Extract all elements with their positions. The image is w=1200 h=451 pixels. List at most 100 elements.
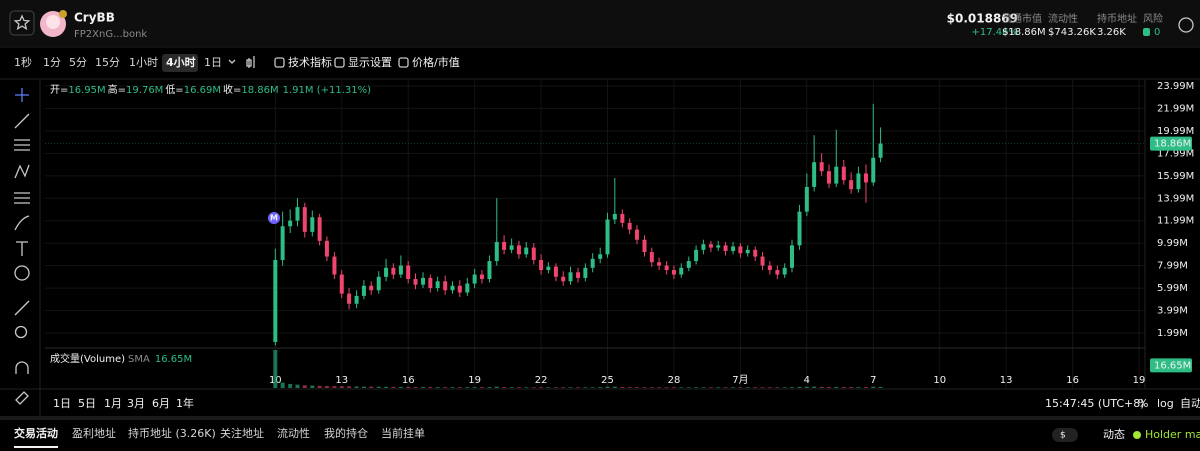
chart-type[interactable] bbox=[246, 56, 255, 68]
x-tick-label: 13 bbox=[335, 375, 348, 386]
candle-body bbox=[642, 239, 647, 253]
x-tick-label: 7月 bbox=[732, 374, 748, 386]
axis-option[interactable]: % bbox=[1138, 397, 1148, 410]
candle-body bbox=[398, 265, 403, 275]
candle-body bbox=[797, 211, 802, 246]
range-button[interactable]: 1年 bbox=[176, 396, 194, 410]
axis-option[interactable]: log bbox=[1157, 397, 1174, 410]
axis-option[interactable]: 自动 bbox=[1180, 397, 1200, 410]
interval-button[interactable]: 4小时 bbox=[166, 55, 196, 69]
settings-button[interactable] bbox=[1178, 17, 1194, 33]
toolbar-tool[interactable]: 显示设置 bbox=[348, 56, 392, 69]
toolbar-tool[interactable]: 技术指标 bbox=[288, 55, 332, 69]
interval-menu[interactable] bbox=[228, 59, 236, 64]
candle-body bbox=[856, 173, 861, 190]
x-tick-label: 4 bbox=[804, 375, 810, 386]
zoom-tool[interactable] bbox=[14, 325, 28, 339]
tab[interactable]: 流动性 bbox=[277, 426, 310, 440]
emoji-tool[interactable] bbox=[14, 265, 30, 281]
candle-body bbox=[826, 171, 831, 184]
avatar-face bbox=[46, 15, 60, 29]
tab[interactable]: 持币地址 (3.26K) bbox=[128, 426, 216, 440]
toolbar-tool[interactable]: 价格/市值 bbox=[412, 55, 460, 69]
volume-bar bbox=[671, 387, 676, 388]
y-tick-label: 5.99M bbox=[1157, 283, 1188, 294]
tab[interactable]: 当前挂单 bbox=[381, 426, 425, 440]
volume-bar bbox=[361, 386, 366, 388]
fib-tool[interactable] bbox=[14, 192, 30, 204]
range-button[interactable]: 3月 bbox=[127, 397, 145, 410]
volume-bar bbox=[723, 387, 728, 388]
candle-body bbox=[671, 270, 676, 275]
ohlc-label: 高= bbox=[108, 83, 126, 96]
x-tick-label: 13 bbox=[1000, 375, 1013, 386]
volume-bar bbox=[797, 386, 802, 388]
candle-body bbox=[479, 274, 484, 280]
sma-tag bbox=[1150, 358, 1192, 373]
interval-button[interactable]: 1分 bbox=[43, 56, 61, 69]
range-button[interactable]: 1日 bbox=[53, 397, 71, 410]
stat-value: 3.26K bbox=[1097, 27, 1126, 38]
ohlc-change: 1.91M (+11.31%) bbox=[283, 85, 371, 96]
interval-button[interactable]: 5分 bbox=[69, 56, 87, 69]
candle-body bbox=[634, 229, 639, 240]
token-address[interactable]: FP2XnG...bonk bbox=[74, 29, 147, 40]
line-tool[interactable] bbox=[14, 113, 30, 129]
volume-bar bbox=[406, 386, 411, 388]
y-tick-label: 19.99M bbox=[1157, 126, 1194, 137]
axis-options: % log 自动 bbox=[1138, 397, 1200, 410]
text-tool[interactable] bbox=[16, 241, 28, 256]
volume-bar bbox=[804, 386, 809, 388]
candle-body bbox=[273, 259, 278, 342]
holder-maps-link[interactable]: Holder maps bbox=[1145, 428, 1200, 441]
price-change: +17.46% bbox=[971, 27, 1018, 38]
candle-body bbox=[871, 157, 876, 183]
tab[interactable]: 盈利地址 bbox=[72, 426, 116, 440]
volume-bar bbox=[347, 386, 352, 388]
range-button[interactable]: 1月 bbox=[104, 397, 122, 410]
candle-body bbox=[649, 252, 654, 263]
candle-body bbox=[516, 245, 521, 255]
x-tick-label: 19 bbox=[468, 375, 481, 386]
volume-bar bbox=[317, 385, 322, 388]
candle-body bbox=[834, 166, 839, 184]
interval-button[interactable]: 1日 bbox=[204, 56, 222, 69]
tab[interactable]: 交易活动 bbox=[14, 426, 58, 440]
range-button[interactable]: 5日 bbox=[78, 397, 96, 410]
sma-name: SMA bbox=[128, 354, 150, 365]
candle-body bbox=[782, 267, 787, 275]
panel-divider[interactable] bbox=[0, 416, 1200, 420]
interval-button[interactable]: 15分 bbox=[95, 56, 120, 69]
range-button[interactable]: 6月 bbox=[152, 397, 170, 410]
tab[interactable]: 关注地址 bbox=[220, 426, 264, 440]
candle-body bbox=[354, 295, 359, 304]
magnet-tool[interactable] bbox=[15, 361, 29, 374]
tab[interactable]: 我的持仓 bbox=[324, 426, 368, 440]
ruler-tool[interactable] bbox=[14, 300, 30, 316]
volume-bar bbox=[634, 387, 639, 388]
y-tick-label: 3.99M bbox=[1157, 306, 1188, 317]
candle-body bbox=[450, 285, 455, 291]
channel-tool[interactable] bbox=[14, 139, 30, 151]
clock: 15:47:45 (UTC+8) bbox=[1045, 397, 1145, 410]
lock-tool[interactable] bbox=[15, 391, 29, 405]
crosshair-tool[interactable] bbox=[15, 88, 29, 102]
brush-tool[interactable] bbox=[14, 215, 30, 231]
pattern-tool[interactable] bbox=[14, 164, 30, 179]
interval-button[interactable]: 1小时 bbox=[129, 56, 158, 69]
candle-body bbox=[332, 256, 337, 275]
favorite-button[interactable] bbox=[9, 10, 35, 36]
sma-value: 16.65M bbox=[155, 354, 192, 365]
volume-bar bbox=[295, 384, 300, 388]
volume-bar bbox=[863, 387, 868, 388]
ohlc-value: 19.76M bbox=[126, 85, 163, 96]
candle-body bbox=[598, 254, 603, 259]
volume-bar bbox=[524, 387, 529, 388]
feed-link[interactable]: 动态 bbox=[1103, 428, 1125, 441]
volume-bar bbox=[288, 383, 293, 388]
interval-button[interactable]: 1秒 bbox=[14, 55, 32, 69]
ohlc-label: 开= bbox=[50, 85, 68, 96]
currency-toggle[interactable] bbox=[1052, 428, 1078, 442]
